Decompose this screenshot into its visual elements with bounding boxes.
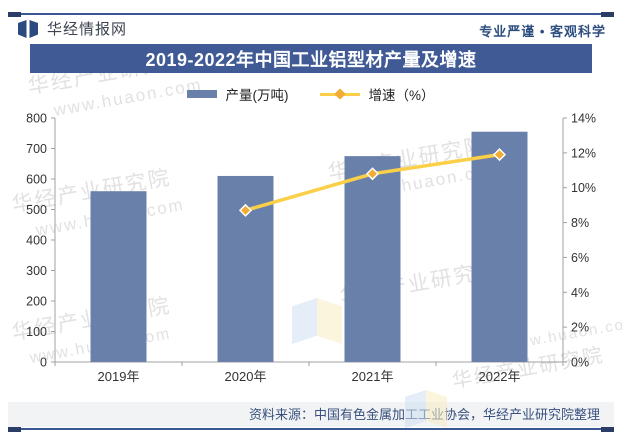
x-axis-label: 2022年 — [479, 369, 521, 384]
y-axis-left-label: 300 — [26, 264, 47, 278]
y-axis-left-label: 400 — [26, 234, 47, 248]
x-axis-label: 2020年 — [225, 369, 267, 384]
growth-marker — [492, 148, 507, 162]
y-axis-right-label: 6% — [571, 251, 589, 265]
y-axis-left-label: 100 — [26, 325, 47, 339]
legend-line-swatch — [320, 87, 361, 100]
brand: 华经情报网 — [16, 18, 127, 39]
y-axis-left-label: 500 — [26, 203, 47, 217]
y-axis-right-label: 14% — [571, 112, 596, 126]
legend-line-label: 增速（%） — [368, 88, 435, 103]
title-banner: 2019-2022年中国工业铝型材产量及增速 — [30, 44, 592, 73]
legend-bar-swatch — [187, 90, 218, 98]
slogan: 专业严谨 • 客观科学 — [479, 24, 606, 39]
y-axis-right-label: 8% — [571, 216, 589, 230]
y-axis-left-label: 800 — [26, 112, 47, 126]
bottom-rule — [8, 426, 614, 432]
chart-legend: 产量(万吨) 增速（%） — [0, 84, 622, 104]
brand-name: 华经情报网 — [47, 21, 128, 38]
brand-logo-icon — [18, 19, 38, 38]
top-rule-left-nub — [8, 11, 21, 17]
y-axis-left-label: 0 — [40, 356, 47, 370]
y-axis-right-label: 10% — [571, 181, 596, 195]
bar-2019年 — [90, 191, 147, 362]
y-axis-right-label: 4% — [571, 286, 589, 300]
y-axis-right-label: 0% — [571, 356, 589, 370]
top-rule — [8, 11, 614, 17]
page-title: 2019-2022年中国工业铝型材产量及增速 — [145, 49, 477, 70]
legend-bar-label: 产量(万吨) — [225, 88, 289, 103]
x-axis-label: 2019年 — [98, 369, 140, 384]
bar-2021年 — [344, 156, 401, 362]
y-axis-left-label: 600 — [26, 173, 47, 187]
y-axis-right-label: 12% — [571, 146, 596, 160]
growth-marker — [238, 203, 253, 217]
y-axis-right-label: 2% — [571, 321, 589, 335]
y-axis-left-label: 700 — [26, 142, 47, 156]
bottom-rule-left-nub — [8, 426, 21, 432]
y-axis-left-label: 200 — [26, 295, 47, 309]
bottom-rule-right-nub — [601, 426, 614, 432]
x-axis-label: 2021年 — [352, 369, 394, 384]
top-rule-right-nub — [601, 11, 614, 17]
growth-marker — [365, 167, 380, 181]
bar-2022年 — [471, 131, 528, 362]
